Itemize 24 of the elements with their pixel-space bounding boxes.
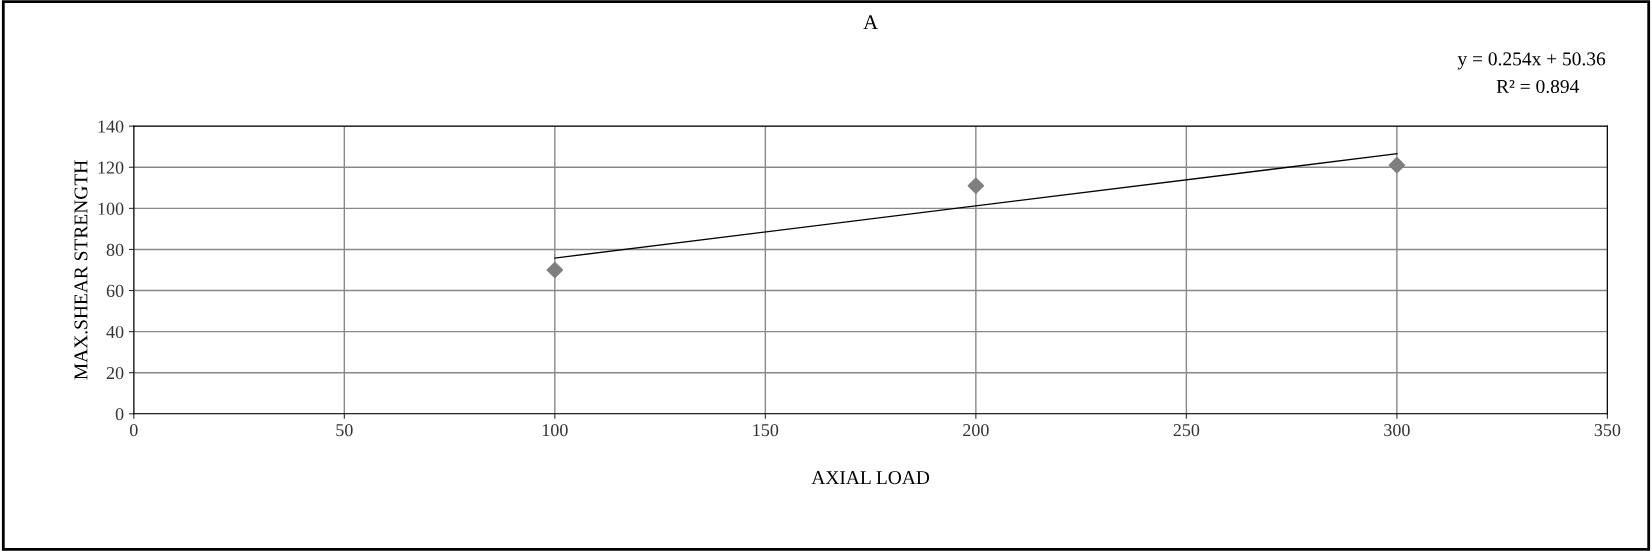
x-tick-label: 200	[963, 424, 989, 437]
point	[967, 177, 985, 195]
y-tick-label: 0	[115, 408, 124, 421]
x-tick-label: 100	[542, 424, 568, 437]
y-axis-title: MAX.SHEAR STRENGTH	[74, 160, 88, 380]
x-tick-label: 250	[1173, 424, 1200, 437]
point	[546, 261, 564, 279]
text: y = 0.254x + 50.36	[1457, 52, 1606, 70]
text: R² = 0.894	[1496, 79, 1580, 94]
y-tick-label: 100	[98, 202, 124, 215]
y-tick-label: 120	[98, 161, 124, 174]
point	[1388, 156, 1406, 174]
x-tick-label: 300	[1384, 424, 1410, 437]
chart-title: A	[863, 15, 878, 29]
y-tick-label: 20	[106, 366, 124, 380]
x-tick-label: 50	[336, 424, 353, 437]
x-tick-label: 350	[1594, 424, 1621, 437]
x-tick-label: 0	[129, 424, 138, 437]
y-tick-label: 60	[106, 284, 124, 297]
y-tick-label: 40	[106, 325, 124, 339]
y-tick-label: 140	[98, 120, 124, 133]
x-axis-title: AXIAL LOAD	[811, 471, 930, 485]
x-tick-label: 150	[753, 424, 779, 437]
y-tick-label: 80	[106, 243, 124, 256]
